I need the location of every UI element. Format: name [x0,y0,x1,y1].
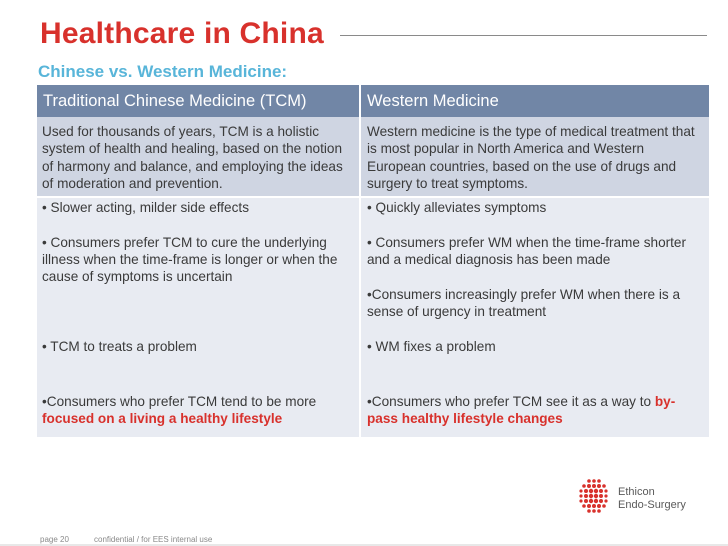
wm-point-1: • Quickly alleviates symptoms [367,200,547,216]
tcm-point-4: •Consumers who prefer TCM tend to be mor… [37,393,361,438]
wm-point-5-text: •Consumers who prefer TCM see it as a wa… [367,394,655,410]
wm-points-cell: • Quickly alleviates symptoms • Consumer… [360,196,709,394]
page-number: page 20 [40,535,69,544]
header-tcm: Traditional Chinese Medicine (TCM) [37,85,361,117]
slide-title: Healthcare in China [40,17,324,50]
ethicon-dots-icon [579,479,608,513]
table-header-row: Traditional Chinese Medicine (TCM) Weste… [37,85,709,117]
table-row: • Slower acting, milder side effects • C… [37,196,709,394]
footer-bar [0,544,728,546]
slide-subtitle: Chinese vs. Western Medicine: [38,62,288,81]
tcm-point-1: • Slower acting, milder side effects [42,200,249,216]
logo-text-line1: Ethicon [618,486,655,498]
tcm-point-4-text: •Consumers who prefer TCM tend to be mor… [42,394,317,410]
footer: page 20 confidential / for EES internal … [40,535,212,544]
wm-point-2: • Consumers prefer WM when the time-fram… [367,234,687,268]
wm-point-4: • WM fixes a problem [367,338,496,354]
wm-definition: Western medicine is the type of medical … [360,117,709,198]
tcm-point-3: • TCM to treats a problem [42,338,197,354]
wm-point-5: •Consumers who prefer TCM see it as a wa… [360,393,709,438]
header-western: Western Medicine [360,85,709,117]
tcm-point-2: • Consumers prefer TCM to cure the under… [42,234,338,285]
tcm-points-cell: • Slower acting, milder side effects • C… [37,196,361,394]
comparison-table: Traditional Chinese Medicine (TCM) Weste… [37,85,709,438]
table-row: •Consumers who prefer TCM tend to be mor… [37,393,709,438]
title-divider [340,35,707,36]
confidential-note: confidential / for EES internal use [94,535,213,544]
ethicon-logo: Ethicon Endo-Surgery [578,478,708,514]
wm-point-5-highlight: by-pass healthy lifestyle changes [367,394,676,427]
table-row: Used for thousands of years, TCM is a ho… [37,117,709,198]
tcm-point-4-highlight: focused on a living a healthy lifestyle [42,411,283,427]
tcm-definition: Used for thousands of years, TCM is a ho… [37,117,361,198]
wm-point-3: •Consumers increasingly prefer WM when t… [367,286,681,319]
logo-text-line2: Endo-Surgery [618,499,686,511]
